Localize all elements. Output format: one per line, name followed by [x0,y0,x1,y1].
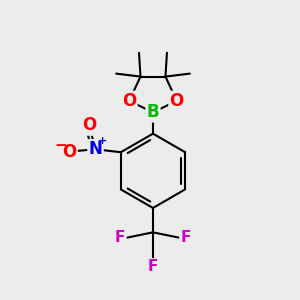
Text: F: F [181,230,191,245]
Text: +: + [98,136,108,146]
Text: O: O [122,92,136,110]
Text: F: F [148,259,158,274]
Text: O: O [62,142,76,160]
Text: O: O [82,116,96,134]
Text: O: O [169,92,184,110]
Text: B: B [147,103,159,121]
Text: −: − [54,138,67,153]
Text: F: F [115,230,125,245]
Text: N: N [88,140,103,158]
